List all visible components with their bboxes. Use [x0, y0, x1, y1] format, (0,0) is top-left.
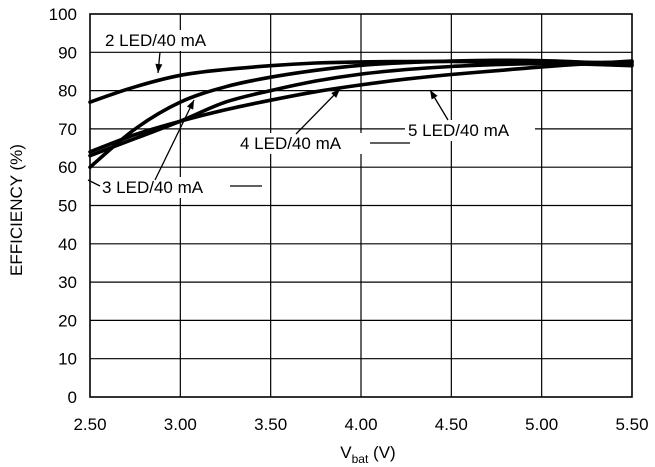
x-axis-title-main: V [340, 443, 352, 462]
annotations: 2 LED/40 mA 3 LED/40 mA 4 LED/40 mA 5 LED/4… [87, 30, 535, 198]
x-axis-title: Vbat (V) [340, 443, 395, 466]
y-tick-label: 70 [58, 120, 77, 139]
series-label-5-led: 5 LED/40 mA [408, 121, 510, 140]
y-tick-label: 60 [58, 158, 77, 177]
plot-frame [89, 13, 633, 398]
x-axis-title-sub: bat [352, 452, 369, 466]
y-tick-label: 20 [58, 311, 77, 330]
y-tick-label: 10 [58, 350, 77, 369]
series-label-4-led-bg [237, 133, 367, 154]
series-label-3-led: 3 LED/40 mA [102, 178, 204, 197]
series-label-5-led-arrowhead [430, 90, 438, 100]
y-tick-label: 0 [68, 388, 77, 407]
y-tick-label: 100 [49, 5, 77, 24]
series-label-4-led-arrowhead [331, 89, 340, 98]
x-tick-label: 2.50 [73, 415, 106, 434]
x-axis-title-unit: (V) [368, 443, 395, 462]
grid [90, 14, 632, 397]
y-tick-label: 50 [58, 197, 77, 216]
series-label-2-led: 2 LED/40 mA [105, 31, 207, 50]
y-tick-labels: 0 10 20 30 40 50 60 70 80 90 100 [49, 5, 77, 407]
series-label-4-led: 4 LED/40 mA [240, 134, 342, 153]
x-tick-label: 4.50 [435, 415, 468, 434]
y-tick-label: 90 [58, 43, 77, 62]
y-axis-title: EFFICIENCY (%) [7, 144, 26, 276]
x-tick-label: 3.50 [254, 415, 287, 434]
y-tick-label: 40 [58, 235, 77, 254]
series-label-5-led-bg [405, 120, 535, 141]
x-tick-label: 3.00 [164, 415, 197, 434]
series-line-5-led [88, 59, 634, 154]
series-label-4-led-leader [295, 88, 341, 135]
y-tick-label: 80 [58, 82, 77, 101]
x-tick-label: 5.00 [525, 415, 558, 434]
curves [88, 58, 634, 169]
y-tick-label: 30 [58, 273, 77, 292]
series-label-3-led-bg [99, 177, 227, 198]
series-label-2-led-arrowhead [155, 63, 163, 73]
series-label-2-led-bg [102, 30, 242, 51]
x-tick-label: 5.50 [615, 415, 648, 434]
x-tick-label: 4.00 [344, 415, 377, 434]
series-label-3-led-arrowhead [186, 100, 194, 110]
series-line-3-led [88, 58, 634, 169]
x-tick-labels: 2.50 3.00 3.50 4.00 4.50 5.00 5.50 [73, 415, 648, 434]
series-label-3-led-leader [154, 99, 195, 181]
